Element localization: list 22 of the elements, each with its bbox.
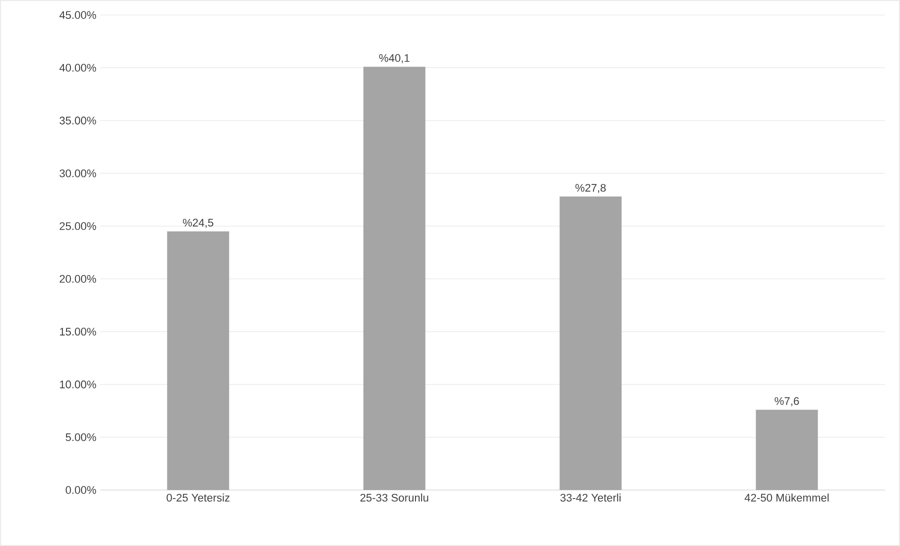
y-tick-label: 15.00% — [60, 328, 96, 336]
y-tick-label: 30.00% — [60, 169, 96, 178]
bar — [167, 231, 230, 490]
y-tick-label: 10.00% — [60, 380, 96, 388]
data-label: %7,6 — [774, 397, 799, 406]
y-tick-label: 5.00% — [66, 433, 96, 442]
data-label: %24,5 — [182, 218, 214, 228]
x-tick-label: 0-25 Yetersiz — [166, 494, 230, 502]
y-tick-label: 45.00% — [59, 11, 96, 19]
y-tick-label: 20.00% — [60, 275, 96, 283]
bar — [560, 196, 622, 490]
x-tick-label: 33-42 Yeterli — [560, 494, 621, 502]
bar — [756, 410, 818, 490]
bar — [363, 66, 426, 490]
y-tick-label: 0.00% — [66, 486, 96, 494]
y-tick-label: 35.00% — [60, 116, 96, 124]
x-tick-label: 42-50 Mükemmel — [744, 494, 829, 502]
data-label: %40,1 — [379, 54, 410, 64]
x-tick-label: 25-33 Sorunlu — [360, 494, 428, 502]
y-tick-label: 25.00% — [60, 222, 96, 230]
y-tick-label: 40.00% — [59, 64, 96, 72]
data-label: %27,8 — [575, 184, 606, 194]
